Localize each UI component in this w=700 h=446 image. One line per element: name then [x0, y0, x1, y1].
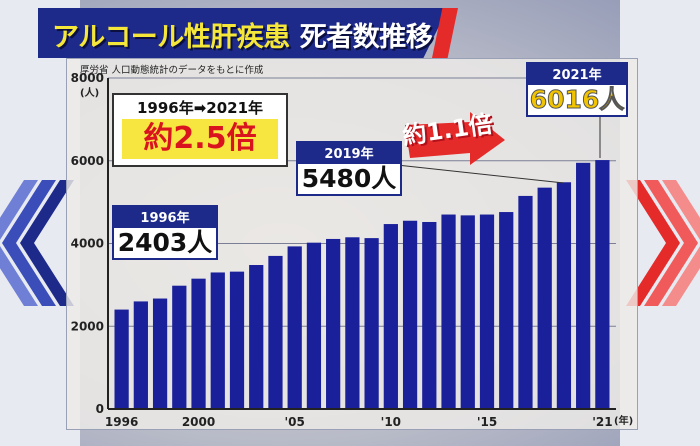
callout-1996: 1996年 2403人 [112, 205, 218, 260]
bar-1998 [152, 298, 168, 409]
growth-arrow [405, 112, 505, 165]
callout-2021-value: 6016人 [526, 85, 628, 117]
bar-1999 [172, 285, 187, 409]
leader-lines [396, 112, 601, 184]
bar-2017 [518, 195, 533, 409]
bar-2007 [326, 238, 341, 409]
title-sub: 死者数推移 [299, 21, 433, 53]
y-tick-label: 2000 [71, 319, 104, 333]
x-tick-label: '15 [477, 415, 497, 429]
multiplier-box: 1996年➡2021年 約2.5倍 [112, 93, 288, 167]
bar-2020 [576, 162, 591, 409]
x-unit-label: (年) [614, 414, 633, 427]
multiplier-value: 約2.5倍 [122, 119, 278, 159]
callout-2021-year: 2021年 [526, 62, 628, 85]
callout-2019-value: 5480人 [296, 164, 402, 196]
page-title: アルコール性肝疾患 死者数推移 [52, 12, 433, 56]
x-tick-label: '10 [381, 415, 401, 429]
y-tick-label: 0 [96, 402, 104, 416]
bar-2009 [364, 238, 379, 409]
y-unit-label: (人) [80, 86, 99, 99]
bar-2013 [441, 214, 456, 409]
title-band [38, 8, 448, 58]
x-tick-label: 1996 [105, 415, 138, 429]
callout-2021: 2021年 6016人 [526, 62, 628, 117]
callout-1996-value: 2403人 [112, 228, 218, 260]
bar-2010 [383, 224, 398, 409]
bar-2008 [345, 237, 360, 409]
x-tick-label: '05 [285, 415, 305, 429]
bar-2018 [537, 187, 552, 409]
bars [114, 160, 610, 409]
multiplier-range: 1996年➡2021年 [136, 99, 264, 117]
bar-2015 [479, 214, 495, 409]
bar-2011 [402, 220, 418, 409]
callout-2019: 2019年 5480人 [296, 141, 402, 196]
title-main: アルコール性肝疾患 [52, 21, 290, 53]
left-chevrons [0, 180, 74, 306]
y-tick-label: 8000 [71, 71, 104, 85]
bar-2021 [595, 160, 610, 409]
bar-2002 [229, 271, 245, 409]
x-tick-label: 2000 [182, 415, 215, 429]
bar-1996 [114, 309, 129, 409]
x-tick-label: '21 [592, 415, 612, 429]
bar-2003 [249, 265, 264, 409]
bar-2000 [191, 278, 206, 409]
bar-1997 [133, 301, 148, 409]
right-chevrons [626, 180, 700, 306]
bar-2001 [210, 272, 225, 409]
bar-2014 [460, 215, 475, 409]
bar-2005 [287, 246, 302, 409]
x-tick-labels: 1996 2000 '05 '10 '15 '21 [105, 415, 613, 429]
bar-2004 [268, 255, 283, 409]
callout-2019-year: 2019年 [296, 141, 402, 164]
source-note: 厚労省 人口動態統計のデータをもとに作成 [80, 64, 264, 76]
bar-2016 [499, 212, 514, 409]
bar-2006 [306, 242, 322, 409]
callout-1996-year: 1996年 [112, 205, 218, 228]
y-tick-label: 6000 [71, 154, 104, 168]
y-tick-label: 4000 [71, 237, 104, 251]
bar-2019 [556, 182, 572, 409]
y-tick-labels: 0 2000 4000 6000 8000 [71, 71, 104, 416]
bar-2012 [422, 221, 437, 409]
